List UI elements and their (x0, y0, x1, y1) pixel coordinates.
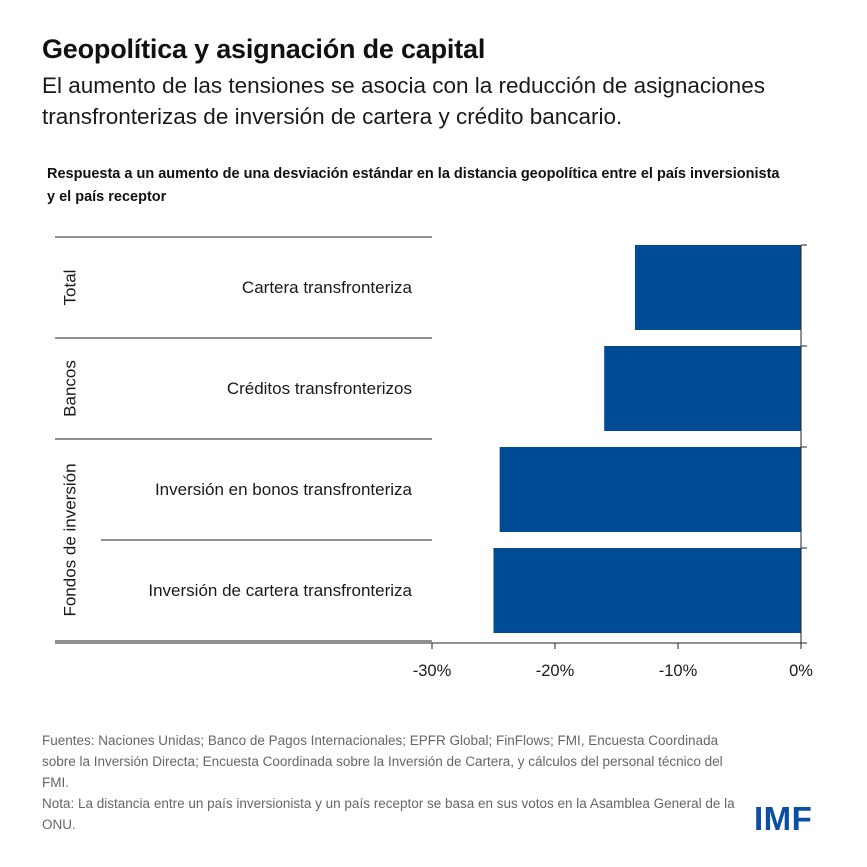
category-labels: Cartera transfronteriza Créditos transfro… (148, 278, 412, 600)
note-text: Nota: La distancia entre un país inversi… (42, 796, 735, 832)
x-tick-label: 0% (789, 662, 813, 680)
group-label: Total (61, 270, 80, 306)
x-tick-label: -10% (659, 662, 698, 680)
page-subtitle: El aumento de las tensiones se asocia co… (42, 73, 765, 129)
x-tick-label: -30% (413, 662, 452, 680)
bar (634, 245, 801, 330)
bar (604, 346, 801, 431)
page-title: Geopolítica y asignación de capital (42, 34, 486, 64)
category-label: Inversión de cartera transfronteriza (148, 581, 412, 600)
category-label: Inversión en bonos transfronteriza (155, 480, 413, 499)
bar (499, 447, 801, 532)
category-label: Cartera transfronteriza (242, 278, 413, 297)
x-tick-label: -20% (536, 662, 575, 680)
chart-notes: Fuentes: Naciones Unidas; Banco de Pagos… (42, 730, 742, 835)
bar-chart: Cartera transfronteriza Créditos transfro… (55, 236, 813, 680)
group-label: Fondos de inversión (61, 463, 80, 616)
chart-bars (493, 245, 801, 633)
bar (493, 548, 801, 633)
chart-title: Respuesta a un aumento de una desviación… (47, 166, 780, 205)
group-label: Bancos (61, 360, 80, 417)
chart-frame (55, 236, 432, 642)
group-labels: Total Bancos Fondos de inversión (61, 270, 80, 617)
imf-logo: IMF (754, 800, 813, 837)
category-label: Créditos transfronterizos (227, 379, 412, 398)
x-axis: -30% -20% -10% 0% (55, 244, 813, 680)
sources-text: Fuentes: Naciones Unidas; Banco de Pagos… (42, 733, 723, 790)
